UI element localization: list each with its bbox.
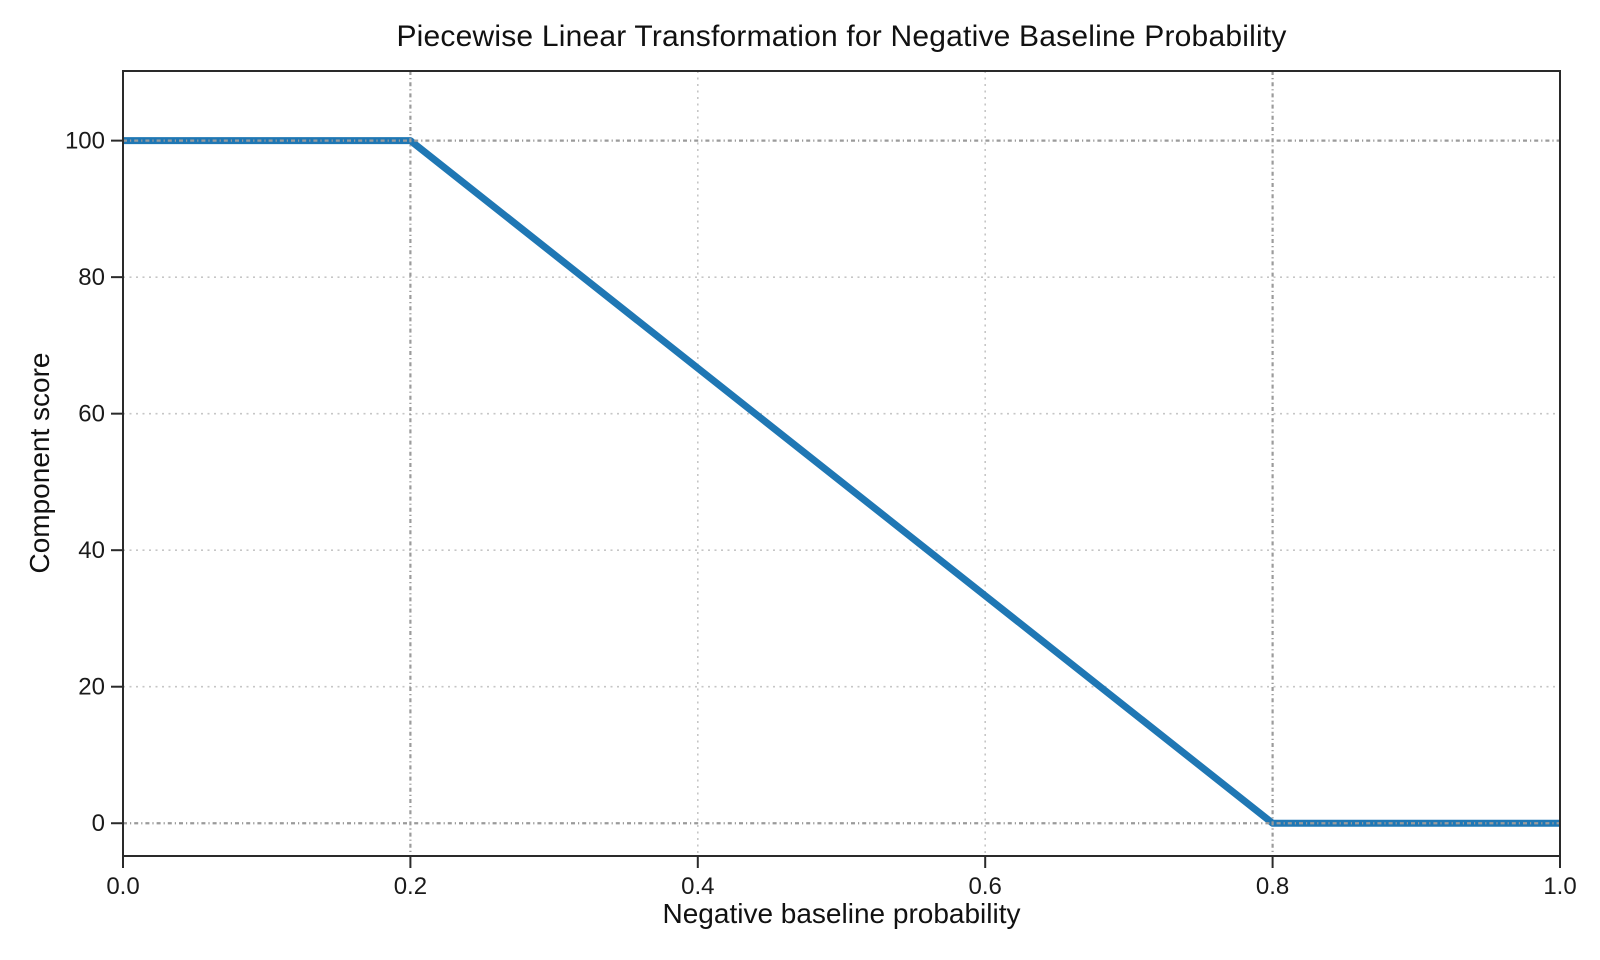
x-tick-label: 0.8 <box>1256 873 1289 900</box>
axes-spines <box>122 70 1561 857</box>
x-tick-label: 0.6 <box>969 873 1002 900</box>
y-tick-label: 20 <box>78 674 105 701</box>
y-tick-label: 80 <box>78 264 105 291</box>
chart-title: Piecewise Linear Transformation for Nega… <box>396 20 1287 53</box>
y-axis-label: Component score <box>24 352 55 574</box>
y-tick-label: 40 <box>78 537 105 564</box>
x-axis-label: Negative baseline probability <box>662 898 1021 929</box>
x-tick-label: 0.0 <box>106 873 139 900</box>
x-tick-label: 0.2 <box>394 873 427 900</box>
x-tick-label: 0.4 <box>681 873 714 900</box>
series-line-component_score <box>123 137 1560 827</box>
y-tick-label: 60 <box>78 401 105 428</box>
y-tick-label: 100 <box>65 128 105 155</box>
x-tick-label: 1.0 <box>1543 873 1576 900</box>
y-tick-label: 0 <box>92 810 105 837</box>
